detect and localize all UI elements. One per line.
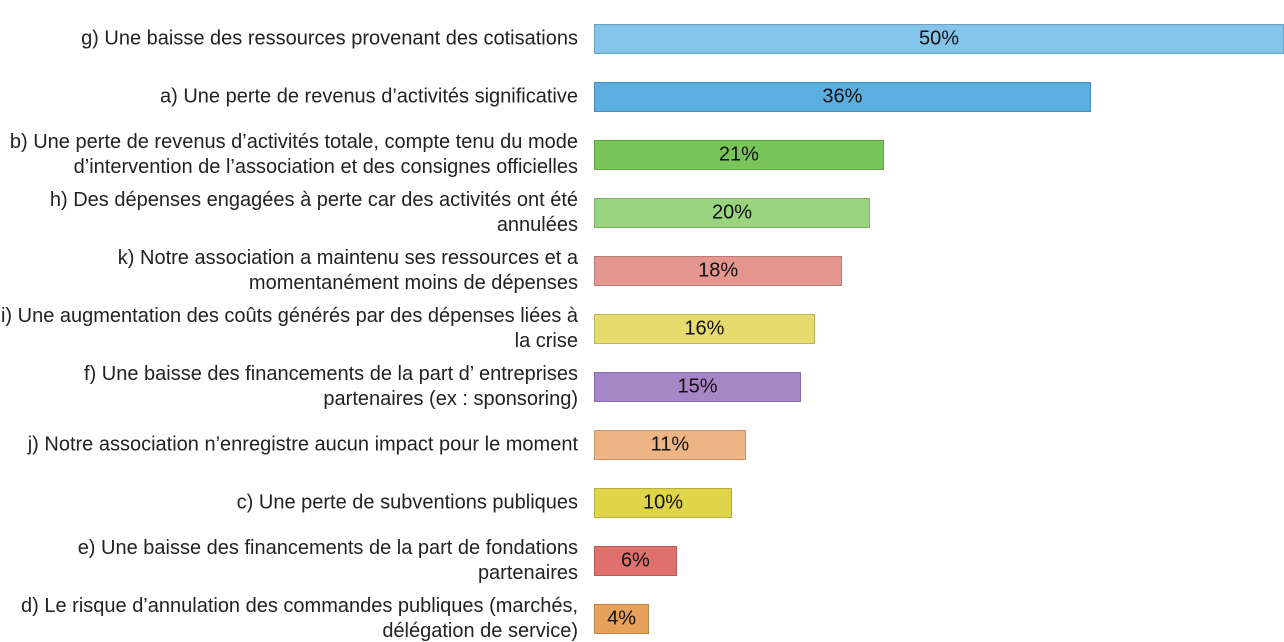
- value-label: 18%: [698, 259, 739, 282]
- category-label: d) Le risque d’annulation des commandes …: [21, 595, 578, 642]
- bar: [594, 256, 843, 286]
- bar: [594, 140, 884, 170]
- category-label: g) Une baisse des ressources provenant d…: [81, 27, 578, 50]
- value-label: 16%: [684, 317, 725, 340]
- value-label: 21%: [718, 143, 759, 166]
- bar: [594, 546, 677, 576]
- category-label: h) Des dépenses engagées à perte car des…: [49, 189, 578, 236]
- category-label: e) Une baisse des financements de la par…: [77, 537, 578, 584]
- bar: [594, 488, 732, 518]
- bar: [594, 430, 746, 460]
- category-label: k) Notre association a maintenu ses ress…: [117, 247, 578, 294]
- bar: [594, 604, 650, 634]
- category-label: a) Une perte de revenus d’activités sign…: [160, 85, 578, 108]
- value-label: 4%: [607, 607, 637, 630]
- value-label: 50%: [918, 27, 960, 50]
- category-label: c) Une perte de subventions publiques: [236, 491, 578, 514]
- value-label: 11%: [650, 433, 690, 456]
- category-label: b) Une perte de revenus d’activités tota…: [9, 131, 578, 178]
- bar: [594, 314, 815, 344]
- category-label: f) Une baisse des financements de la par…: [84, 363, 578, 410]
- bar: [594, 198, 870, 228]
- value-label: 15%: [677, 375, 718, 398]
- value-label: 36%: [822, 85, 863, 108]
- value-label: 20%: [711, 201, 753, 224]
- category-label: i) Une augmentation des coûts générés pa…: [0, 305, 578, 352]
- value-label: 6%: [620, 549, 650, 572]
- bar: [594, 24, 1284, 54]
- bar: [594, 82, 1091, 112]
- category-label: j) Notre association n’enregistre aucun …: [27, 433, 578, 456]
- bar: [594, 372, 801, 402]
- value-label: 10%: [642, 491, 684, 514]
